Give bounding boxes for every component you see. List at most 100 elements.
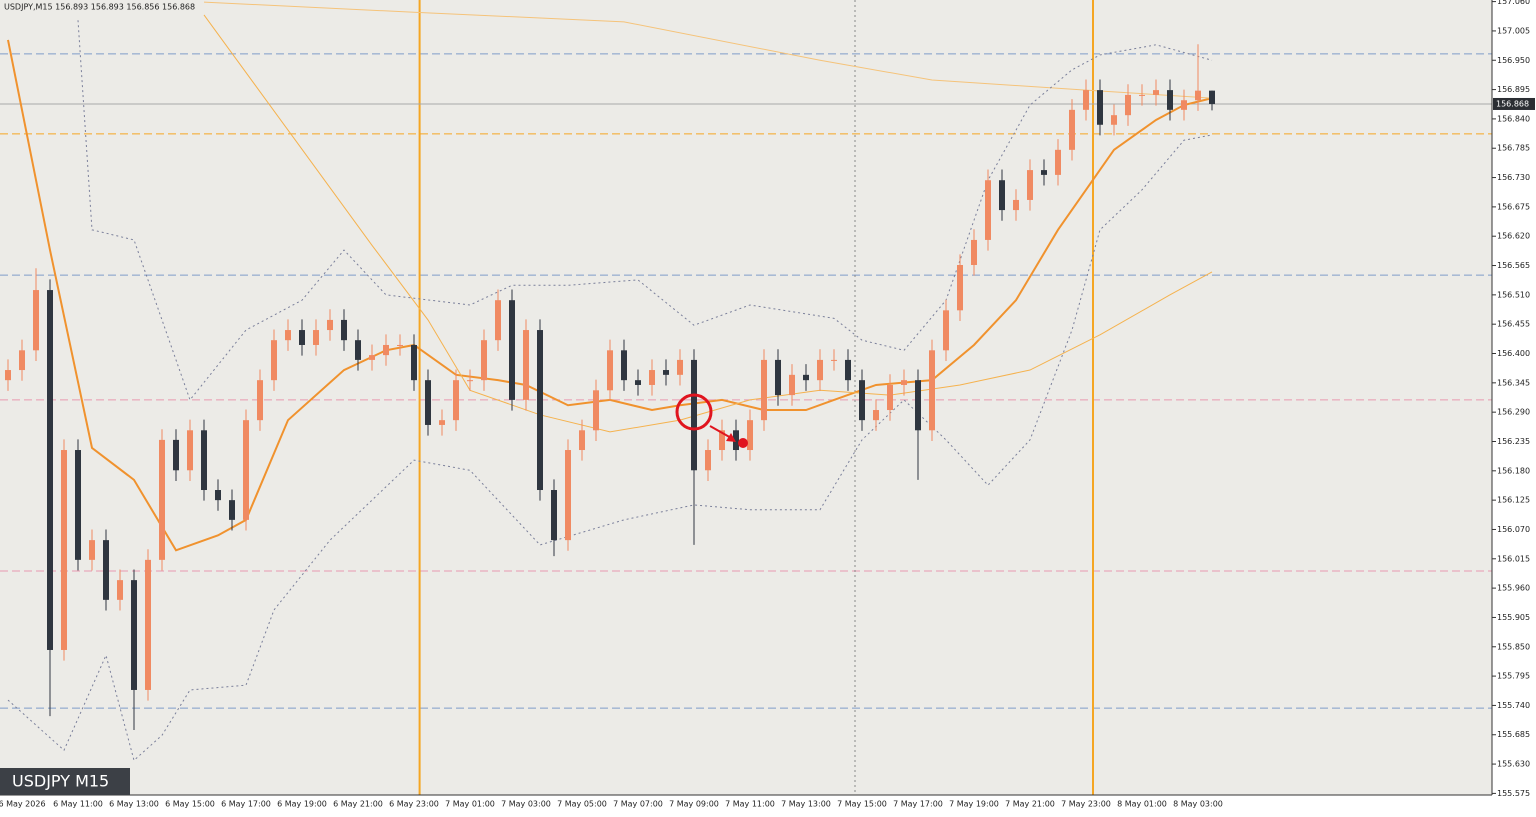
candle-body	[75, 450, 81, 560]
candle-body	[915, 380, 921, 431]
candle-body	[621, 350, 627, 381]
y-tick-label: 157.005	[1497, 26, 1530, 35]
candle-body	[999, 180, 1005, 211]
candle-body	[397, 344, 403, 346]
y-tick-label: 155.905	[1497, 613, 1530, 622]
indicator-line	[77, 20, 1213, 401]
candle-body	[929, 350, 935, 431]
y-tick-label: 157.060	[1497, 0, 1530, 6]
candle-body	[117, 580, 123, 600]
candle-body	[1153, 90, 1159, 95]
y-tick-label: 155.960	[1497, 584, 1530, 593]
candle-body	[299, 330, 305, 345]
candle-body	[229, 500, 235, 520]
candle-body	[1125, 94, 1131, 116]
candle-body	[831, 359, 837, 361]
candle-body	[1167, 90, 1173, 110]
candle-body	[1111, 115, 1117, 125]
symbol-box	[0, 768, 130, 795]
candle-body	[467, 380, 473, 382]
y-tick-label: 156.180	[1497, 466, 1530, 475]
candle-body	[1027, 170, 1033, 200]
candle-body	[159, 439, 165, 560]
candle-body	[985, 180, 991, 240]
candle-body	[425, 380, 431, 425]
candle-body	[789, 374, 795, 396]
candle-body	[19, 350, 25, 371]
y-tick-label: 156.950	[1497, 56, 1530, 65]
candle-body	[663, 370, 669, 375]
y-tick-label: 155.795	[1497, 672, 1530, 681]
candle-body	[61, 450, 67, 650]
candle-body	[131, 580, 137, 690]
candle-body	[187, 430, 193, 471]
candle-body	[411, 344, 417, 381]
candle-body	[579, 430, 585, 451]
candle-body	[649, 370, 655, 385]
candle-body	[957, 265, 963, 311]
y-tick-label: 155.575	[1497, 789, 1530, 798]
candle-body	[243, 420, 249, 520]
candle-body	[383, 344, 389, 356]
candle-body	[761, 359, 767, 421]
candle-body	[607, 350, 613, 391]
candle-body	[1055, 149, 1061, 175]
candle-body	[635, 380, 641, 385]
y-tick-label: 156.125	[1497, 496, 1530, 505]
x-tick-label: 7 May 05:00	[557, 800, 607, 809]
x-tick-label: 6 May 17:00	[221, 800, 271, 809]
y-tick-label: 156.510	[1497, 290, 1530, 299]
x-tick-label: 6 May 19:00	[277, 800, 327, 809]
candle-body	[719, 430, 725, 451]
candle-body	[341, 319, 347, 341]
x-tick-label: 8 May 01:00	[1117, 800, 1167, 809]
price-axis-bg	[1492, 0, 1536, 817]
y-tick-label: 155.685	[1497, 730, 1530, 739]
x-tick-label: 6 May 21:00	[333, 800, 383, 809]
candle-body	[285, 330, 291, 341]
candle-body	[355, 340, 361, 360]
candle-body	[1083, 90, 1089, 110]
y-tick-label: 156.345	[1497, 378, 1530, 387]
time-axis-bg	[0, 795, 1536, 817]
y-tick-label: 156.235	[1497, 437, 1530, 446]
x-tick-label: 7 May 19:00	[949, 800, 999, 809]
annotation-circle	[675, 393, 713, 431]
candle-body	[677, 359, 683, 375]
x-tick-label: 6 May 15:00	[165, 800, 215, 809]
candle-body	[1181, 100, 1187, 110]
candle-body	[33, 290, 39, 351]
candle-body	[593, 390, 599, 431]
candle-body	[453, 380, 459, 421]
candle-body	[145, 559, 151, 690]
x-tick-label: 7 May 01:00	[445, 800, 495, 809]
candle-body	[691, 359, 697, 471]
candle-body	[271, 340, 277, 381]
candle-body	[481, 340, 487, 381]
candle-body	[803, 374, 809, 381]
x-tick-label: 7 May 17:00	[893, 800, 943, 809]
candle-body	[1097, 90, 1103, 125]
candle-body	[537, 330, 543, 491]
candle-body	[1195, 90, 1201, 101]
indicator-line	[203, 14, 1213, 433]
y-tick-label: 156.895	[1497, 85, 1530, 94]
x-tick-label: 7 May 21:00	[1005, 800, 1055, 809]
x-tick-label: 6 May 2026	[0, 800, 46, 809]
candle-body	[313, 330, 319, 345]
candle-body	[859, 380, 865, 421]
x-tick-label: 7 May 03:00	[501, 800, 551, 809]
candle-body	[817, 359, 823, 381]
candle-body	[901, 380, 907, 385]
candle-body	[943, 310, 949, 351]
y-tick-label: 156.785	[1497, 144, 1530, 153]
y-tick-label: 156.400	[1497, 349, 1530, 358]
y-tick-label: 156.290	[1497, 408, 1530, 417]
candle-body	[327, 319, 333, 331]
x-tick-label: 6 May 13:00	[109, 800, 159, 809]
candle-body	[775, 359, 781, 396]
candle-body	[257, 380, 263, 421]
candle-body	[1209, 90, 1215, 104]
y-tick-label: 155.630	[1497, 760, 1530, 769]
candle-body	[173, 439, 179, 471]
